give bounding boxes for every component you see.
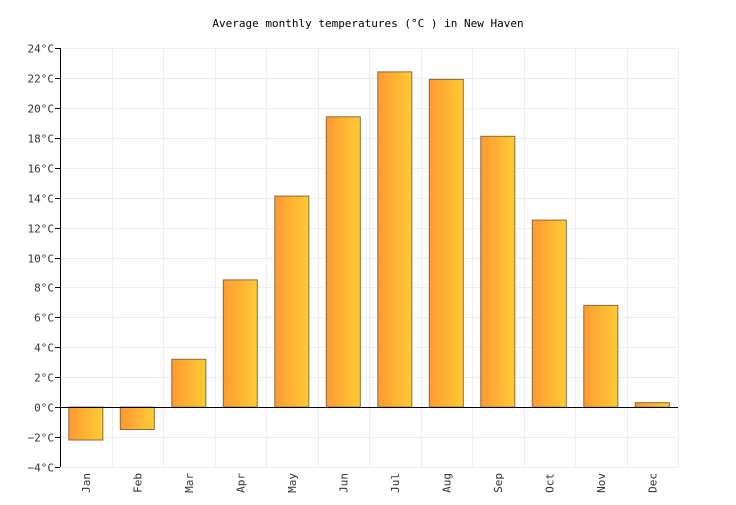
x-tick-label: Feb: [131, 473, 144, 493]
bar-jul: [377, 71, 413, 408]
chart-title: Average monthly temperatures (°C ) in Ne…: [212, 17, 524, 30]
bar-mar: [171, 358, 207, 408]
bar-apr: [222, 279, 258, 408]
x-tick-label: Sep: [492, 473, 505, 493]
label-layer: −4°C −2°C 0°C 2°C 4°C 6°C 8°C 10°C 12°C 14°C 16°C 1…: [28, 43, 660, 493]
y-tick-label: 20°C: [28, 103, 55, 116]
x-tick-label: Aug: [440, 473, 453, 493]
y-tick-label: 0°C: [34, 402, 54, 415]
x-tick-label: Apr: [234, 473, 247, 493]
bar-feb: [119, 406, 155, 431]
y-tick-label: 14°C: [28, 193, 55, 206]
bar-nov: [583, 304, 619, 408]
bar-sep: [480, 135, 516, 408]
x-tick-label: Dec: [646, 473, 659, 493]
grid-layer: [60, 48, 679, 468]
x-tick-label: Mar: [183, 473, 196, 493]
bar-oct: [531, 219, 567, 408]
y-tick-label: 12°C: [28, 223, 55, 236]
x-tick-label: Jul: [389, 473, 402, 493]
bar-aug: [428, 78, 464, 408]
y-tick-label: 18°C: [28, 133, 55, 146]
bar-dec: [634, 402, 670, 408]
y-tick-label: 10°C: [28, 253, 55, 266]
y-tick-label: −2°C: [28, 432, 55, 445]
y-tick-label: −4°C: [28, 462, 55, 475]
x-tick-label: Nov: [595, 473, 608, 493]
y-tick-label: 8°C: [34, 282, 54, 295]
x-tick-label: May: [286, 473, 299, 493]
y-tick-label: 6°C: [34, 312, 54, 325]
y-tick-label: 2°C: [34, 372, 54, 385]
y-tick-label: 16°C: [28, 163, 55, 176]
x-tick-label: Jun: [337, 473, 350, 493]
y-tick-label: 4°C: [34, 342, 54, 355]
bar-jun: [325, 116, 361, 408]
y-tick-label: 24°C: [28, 43, 55, 56]
x-tick-label: Jan: [80, 473, 93, 493]
x-tick-label: Oct: [543, 473, 556, 493]
y-tick-label: 22°C: [28, 73, 55, 86]
axis-layer: [55, 48, 678, 468]
bar-may: [274, 195, 310, 408]
bar-jan: [68, 406, 104, 441]
